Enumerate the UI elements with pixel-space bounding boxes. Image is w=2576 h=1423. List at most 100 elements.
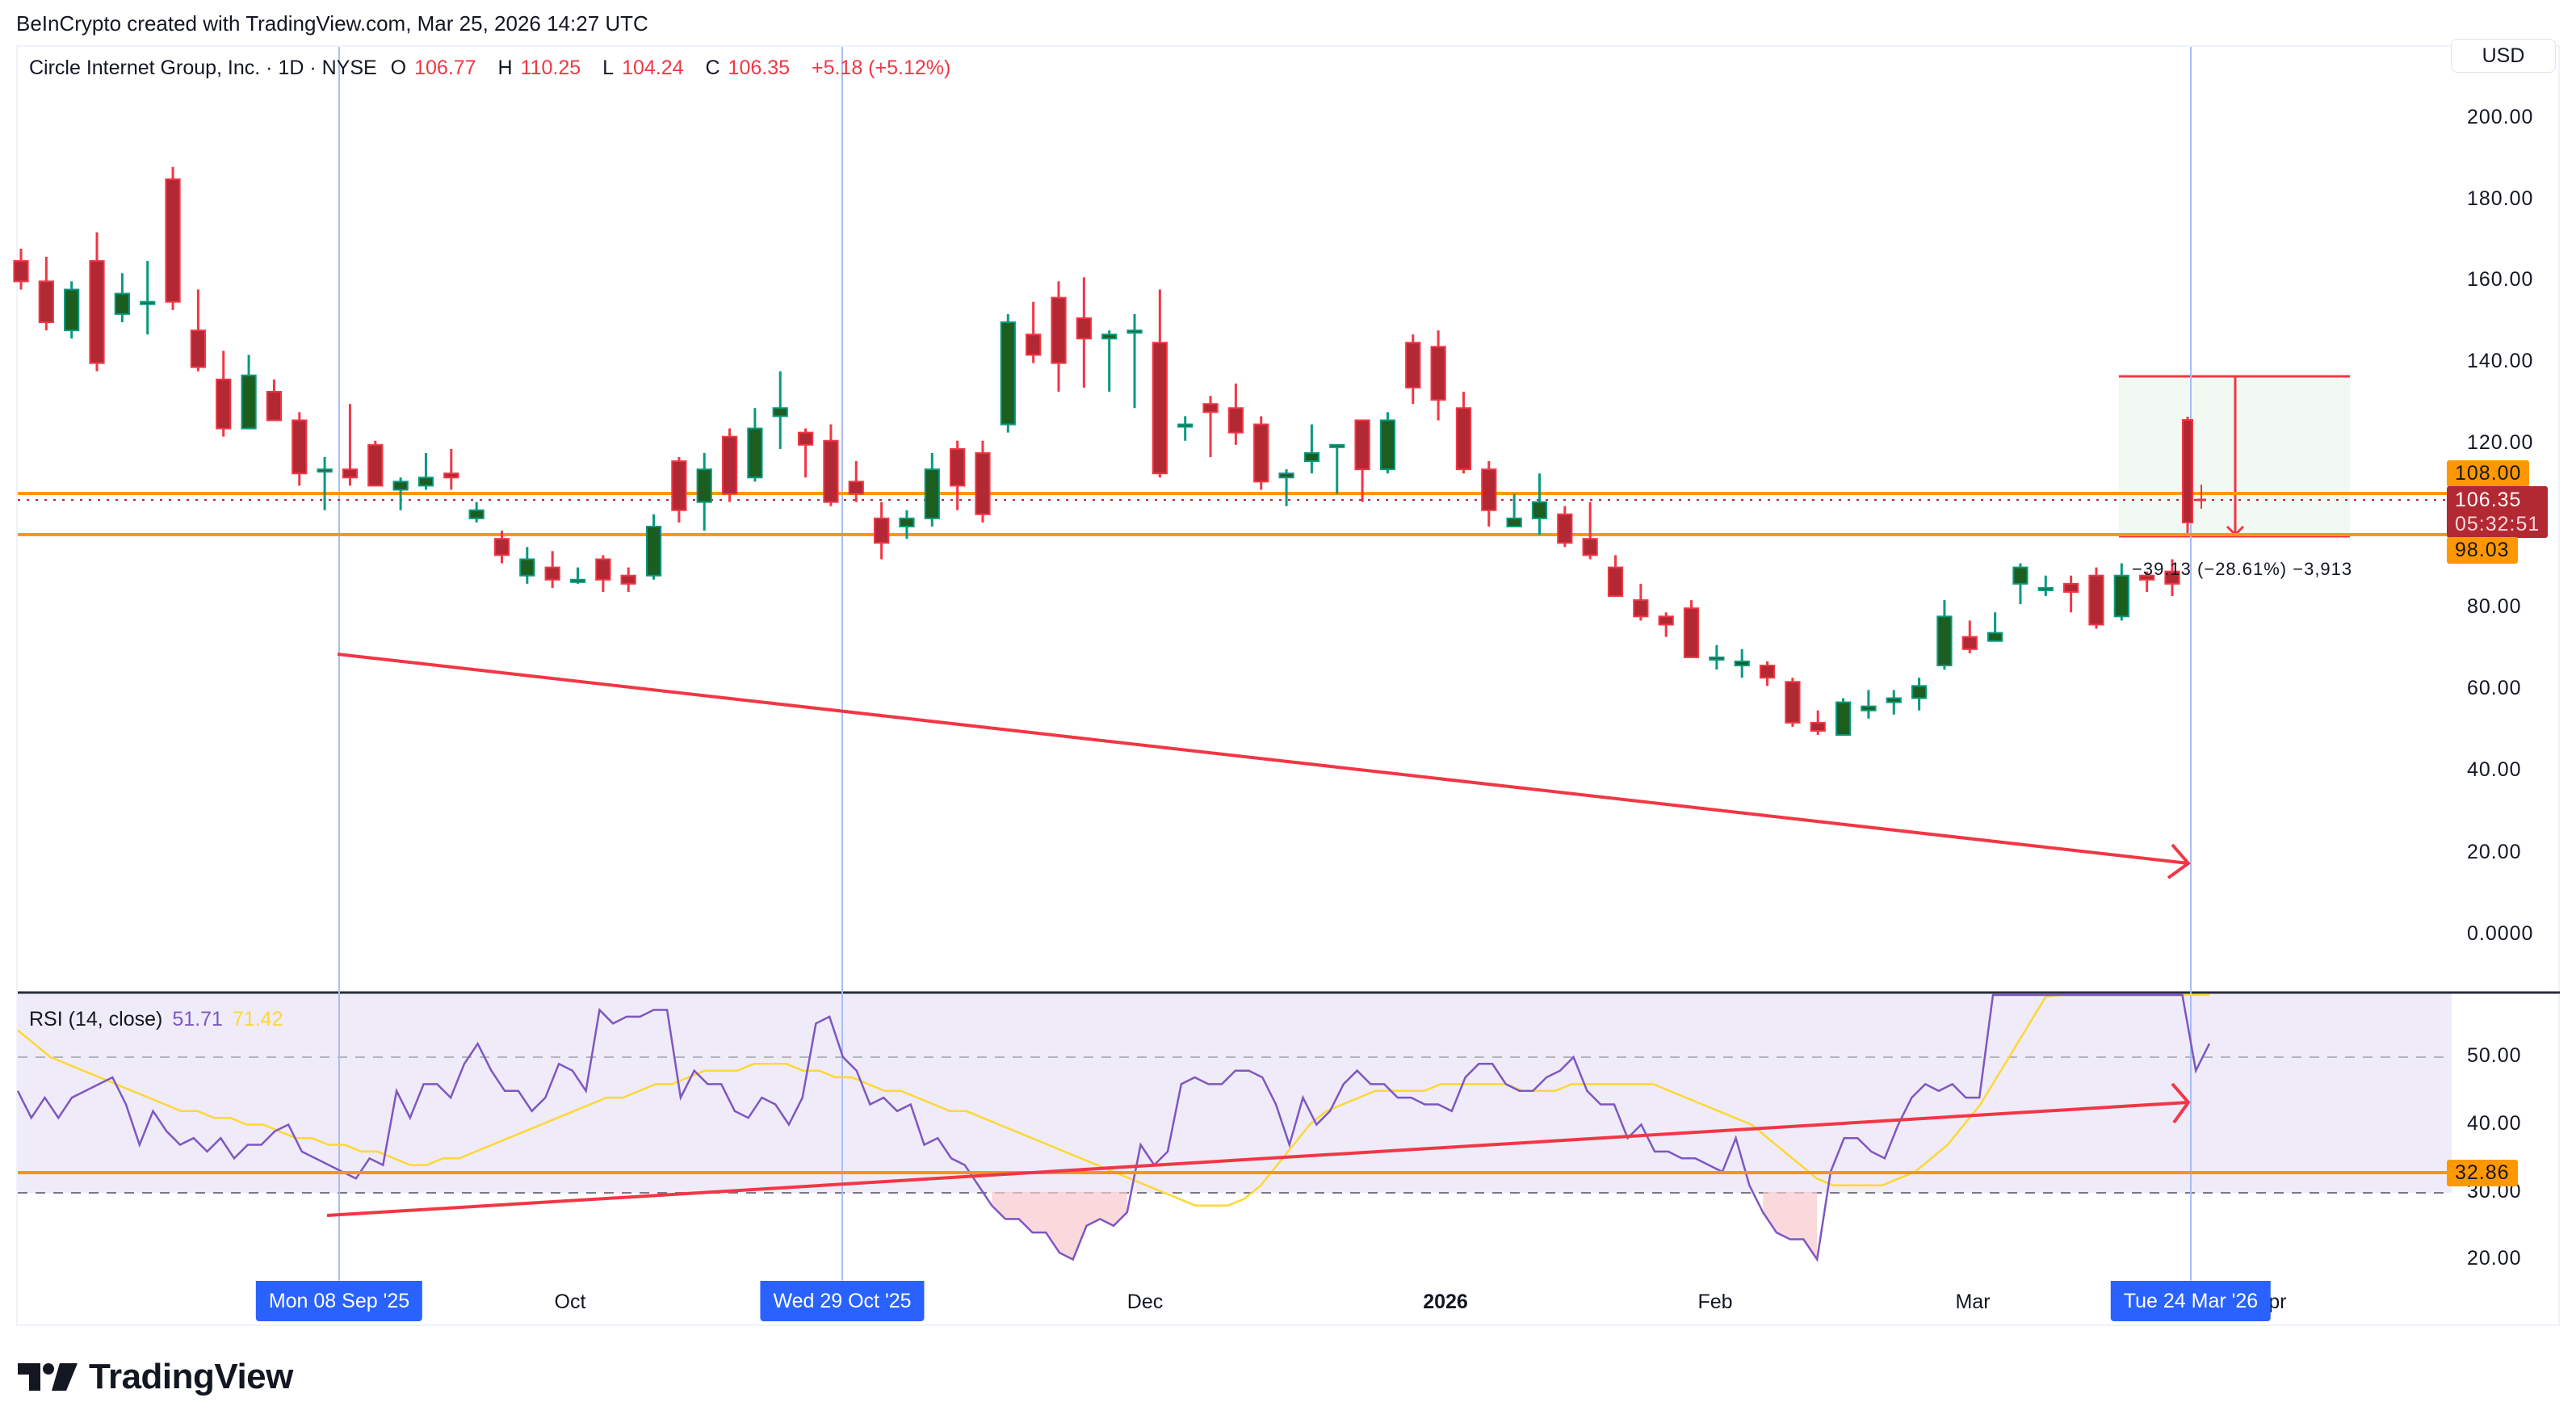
rsi-ma-value: 71.42 (232, 1008, 283, 1031)
rsi-title: RSI (14, close) (29, 1008, 163, 1031)
candle-body (848, 481, 864, 495)
candle-body (1911, 685, 1928, 699)
time-label-mar: Mar (1955, 1291, 1991, 1313)
candle-body (1076, 317, 1092, 340)
time-label-dec: Dec (1126, 1291, 1164, 1313)
candle-body (1886, 697, 1902, 703)
candle-body (2139, 574, 2155, 581)
candle-body (2088, 574, 2104, 626)
candle-body (342, 468, 359, 479)
rsi-value: 51.71 (172, 1008, 223, 1031)
bar-countdown: 05:32:51 (2455, 513, 2540, 535)
candle-body (367, 443, 384, 487)
candle-body (747, 427, 763, 479)
high-label: H (497, 57, 513, 79)
price-tick: 180.00 (2467, 187, 2534, 210)
candle-body (645, 526, 662, 577)
price-tick: 200.00 (2467, 106, 2534, 128)
candle-body (823, 439, 839, 503)
candle-body (1835, 701, 1852, 737)
candle-body (392, 481, 409, 491)
candle-body (1430, 346, 1446, 401)
rsi-line (16, 993, 2211, 1262)
candle-body (2164, 570, 2180, 585)
candlestick-series (13, 166, 2180, 737)
price-tick: 80.00 (2467, 595, 2522, 618)
candle-body (1126, 330, 1143, 334)
time-label-feb: Feb (1697, 1291, 1733, 1313)
rsi-tick: 20.00 (2467, 1247, 2522, 1270)
candle-body (114, 292, 130, 315)
candle-body (165, 178, 181, 303)
price-downtrend-arrow-head (2167, 843, 2191, 879)
rsi-uptrend-line[interactable] (326, 1101, 2189, 1217)
candle-body (595, 558, 611, 581)
candle-body (1734, 660, 1750, 667)
last-price-value: 106.35 (2455, 489, 2522, 511)
candle-body (1961, 636, 1978, 650)
price-range-measure-label: −39.13 (−28.61%) −3,913 (2132, 559, 2353, 579)
candle-body (292, 419, 308, 475)
high-value: 110.25 (520, 57, 581, 79)
level-badge-98: 98.03 (2447, 537, 2518, 564)
candle-body (899, 517, 915, 528)
candle-body (216, 378, 232, 430)
date-badge-sep08[interactable]: Mon 08 Sep '25 (255, 1281, 423, 1321)
candle-body (1759, 665, 1776, 679)
close-label: C (705, 57, 720, 79)
candle-body (950, 447, 966, 487)
currency-button[interactable]: USD (2451, 39, 2556, 73)
low-label: L (602, 57, 615, 79)
rsi-uptrend-arrow-head (2171, 1082, 2191, 1124)
candle-body (1329, 443, 1345, 448)
candle-body (468, 509, 485, 519)
candle-body (2182, 419, 2193, 523)
candle-body (1253, 423, 1269, 483)
open-label: O (390, 57, 407, 79)
candle-body (64, 288, 80, 332)
candle-body (1557, 513, 1573, 544)
candle-body (975, 451, 991, 515)
candle-body (1026, 334, 1042, 356)
candle-body (241, 374, 257, 430)
price-downtrend-line[interactable] (337, 653, 2189, 865)
rsi-legend[interactable]: RSI (14, close) 51.71 71.42 (29, 1008, 283, 1031)
candle-body (38, 280, 54, 323)
date-badge-mar24[interactable]: Tue 24 Mar '26 (2110, 1281, 2272, 1321)
chart-attribution: BeInCrypto created with TradingView.com,… (16, 11, 648, 36)
candle-body (1531, 501, 1548, 519)
candle-body (1455, 407, 1472, 471)
candle-body (190, 330, 207, 368)
tradingview-logo-icon (18, 1363, 78, 1391)
candle-body (1000, 321, 1016, 426)
candle-body (620, 574, 636, 585)
close-value: 106.35 (728, 57, 791, 79)
chart-panel[interactable] (16, 45, 2560, 1326)
candle-body (2113, 574, 2129, 618)
candle-body (317, 468, 333, 473)
candle-body (1683, 607, 1700, 658)
candle-body (1785, 681, 1801, 724)
date-badge-oct29[interactable]: Wed 29 Oct '25 (760, 1281, 925, 1321)
rsi-level-badge: 32.86 (2447, 1160, 2518, 1186)
symbol-legend[interactable]: Circle Internet Group, Inc. · 1D · NYSE … (29, 57, 959, 80)
candle-body (544, 566, 560, 581)
candle-body (924, 468, 940, 519)
candle-body (696, 468, 712, 503)
tradingview-logo[interactable]: TradingView (18, 1357, 293, 1397)
candle-body (1506, 517, 1522, 528)
price-tick: 20.00 (2467, 841, 2522, 863)
candle-body (1481, 468, 1497, 511)
candle-body (772, 407, 788, 418)
candle-body (1101, 334, 1118, 340)
candle-body (493, 538, 510, 556)
symbol-name: Circle Internet Group, Inc. · 1D · NYSE (29, 57, 377, 79)
candle-body (1658, 615, 1674, 626)
price-tick: 160.00 (2467, 268, 2534, 291)
candle-body (721, 435, 738, 495)
change-value: +5.18 (+5.12%) (811, 57, 951, 79)
candle-body (671, 460, 687, 511)
candle-body (443, 472, 459, 479)
candle-body (1709, 656, 1725, 661)
